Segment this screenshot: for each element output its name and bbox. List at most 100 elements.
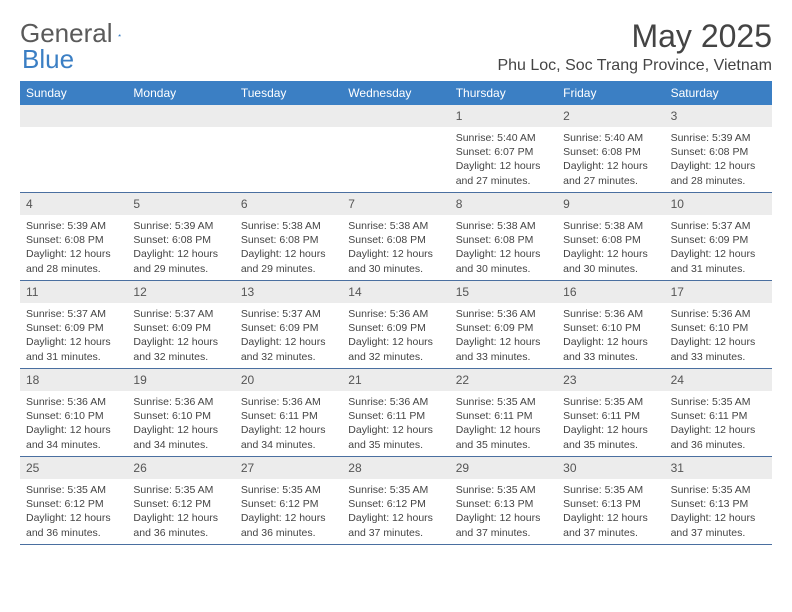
empty-cell bbox=[235, 105, 342, 193]
day-info: Sunrise: 5:37 AMSunset: 6:09 PMDaylight:… bbox=[235, 303, 342, 364]
weekday-wednesday: Wednesday bbox=[342, 81, 449, 105]
day-number: 24 bbox=[665, 369, 772, 391]
calendar-grid: 1Sunrise: 5:40 AMSunset: 6:07 PMDaylight… bbox=[20, 105, 772, 545]
day-number: 2 bbox=[557, 105, 664, 127]
day-info: Sunrise: 5:36 AMSunset: 6:10 PMDaylight:… bbox=[557, 303, 664, 364]
day-info: Sunrise: 5:36 AMSunset: 6:11 PMDaylight:… bbox=[342, 391, 449, 452]
day-info: Sunrise: 5:40 AMSunset: 6:07 PMDaylight:… bbox=[450, 127, 557, 188]
day-number-empty bbox=[342, 105, 449, 127]
day-number: 15 bbox=[450, 281, 557, 303]
weekday-monday: Monday bbox=[127, 81, 234, 105]
day-cell-4: 4Sunrise: 5:39 AMSunset: 6:08 PMDaylight… bbox=[20, 193, 127, 281]
day-number: 29 bbox=[450, 457, 557, 479]
day-cell-2: 2Sunrise: 5:40 AMSunset: 6:08 PMDaylight… bbox=[557, 105, 664, 193]
empty-cell bbox=[342, 105, 449, 193]
day-info: Sunrise: 5:36 AMSunset: 6:10 PMDaylight:… bbox=[127, 391, 234, 452]
day-number: 11 bbox=[20, 281, 127, 303]
day-cell-13: 13Sunrise: 5:37 AMSunset: 6:09 PMDayligh… bbox=[235, 281, 342, 369]
day-info: Sunrise: 5:39 AMSunset: 6:08 PMDaylight:… bbox=[20, 215, 127, 276]
day-number-empty bbox=[127, 105, 234, 127]
day-cell-28: 28Sunrise: 5:35 AMSunset: 6:12 PMDayligh… bbox=[342, 457, 449, 545]
location-subtitle: Phu Loc, Soc Trang Province, Vietnam bbox=[497, 57, 772, 75]
day-cell-8: 8Sunrise: 5:38 AMSunset: 6:08 PMDaylight… bbox=[450, 193, 557, 281]
empty-cell bbox=[127, 105, 234, 193]
day-cell-6: 6Sunrise: 5:38 AMSunset: 6:08 PMDaylight… bbox=[235, 193, 342, 281]
day-cell-27: 27Sunrise: 5:35 AMSunset: 6:12 PMDayligh… bbox=[235, 457, 342, 545]
day-number: 14 bbox=[342, 281, 449, 303]
day-cell-29: 29Sunrise: 5:35 AMSunset: 6:13 PMDayligh… bbox=[450, 457, 557, 545]
day-number: 20 bbox=[235, 369, 342, 391]
day-number: 30 bbox=[557, 457, 664, 479]
day-info: Sunrise: 5:36 AMSunset: 6:11 PMDaylight:… bbox=[235, 391, 342, 452]
day-number: 26 bbox=[127, 457, 234, 479]
day-cell-31: 31Sunrise: 5:35 AMSunset: 6:13 PMDayligh… bbox=[665, 457, 772, 545]
day-number: 7 bbox=[342, 193, 449, 215]
day-info: Sunrise: 5:38 AMSunset: 6:08 PMDaylight:… bbox=[450, 215, 557, 276]
day-info: Sunrise: 5:40 AMSunset: 6:08 PMDaylight:… bbox=[557, 127, 664, 188]
day-info: Sunrise: 5:37 AMSunset: 6:09 PMDaylight:… bbox=[665, 215, 772, 276]
weekday-header: SundayMondayTuesdayWednesdayThursdayFrid… bbox=[20, 81, 772, 105]
day-cell-21: 21Sunrise: 5:36 AMSunset: 6:11 PMDayligh… bbox=[342, 369, 449, 457]
day-info: Sunrise: 5:36 AMSunset: 6:10 PMDaylight:… bbox=[20, 391, 127, 452]
day-info: Sunrise: 5:35 AMSunset: 6:11 PMDaylight:… bbox=[450, 391, 557, 452]
day-number: 9 bbox=[557, 193, 664, 215]
day-info: Sunrise: 5:35 AMSunset: 6:13 PMDaylight:… bbox=[557, 479, 664, 540]
day-number: 5 bbox=[127, 193, 234, 215]
day-cell-5: 5Sunrise: 5:39 AMSunset: 6:08 PMDaylight… bbox=[127, 193, 234, 281]
day-number: 6 bbox=[235, 193, 342, 215]
day-info: Sunrise: 5:35 AMSunset: 6:11 PMDaylight:… bbox=[665, 391, 772, 452]
weekday-sunday: Sunday bbox=[20, 81, 127, 105]
day-cell-17: 17Sunrise: 5:36 AMSunset: 6:10 PMDayligh… bbox=[665, 281, 772, 369]
day-info: Sunrise: 5:35 AMSunset: 6:12 PMDaylight:… bbox=[20, 479, 127, 540]
day-cell-23: 23Sunrise: 5:35 AMSunset: 6:11 PMDayligh… bbox=[557, 369, 664, 457]
empty-cell bbox=[20, 105, 127, 193]
day-number: 21 bbox=[342, 369, 449, 391]
day-info: Sunrise: 5:35 AMSunset: 6:12 PMDaylight:… bbox=[127, 479, 234, 540]
day-cell-12: 12Sunrise: 5:37 AMSunset: 6:09 PMDayligh… bbox=[127, 281, 234, 369]
day-cell-26: 26Sunrise: 5:35 AMSunset: 6:12 PMDayligh… bbox=[127, 457, 234, 545]
day-number: 19 bbox=[127, 369, 234, 391]
day-info: Sunrise: 5:35 AMSunset: 6:11 PMDaylight:… bbox=[557, 391, 664, 452]
day-number: 28 bbox=[342, 457, 449, 479]
day-cell-16: 16Sunrise: 5:36 AMSunset: 6:10 PMDayligh… bbox=[557, 281, 664, 369]
weekday-saturday: Saturday bbox=[665, 81, 772, 105]
weekday-tuesday: Tuesday bbox=[235, 81, 342, 105]
day-info: Sunrise: 5:36 AMSunset: 6:10 PMDaylight:… bbox=[665, 303, 772, 364]
day-info: Sunrise: 5:37 AMSunset: 6:09 PMDaylight:… bbox=[127, 303, 234, 364]
day-cell-14: 14Sunrise: 5:36 AMSunset: 6:09 PMDayligh… bbox=[342, 281, 449, 369]
day-number: 16 bbox=[557, 281, 664, 303]
day-number: 10 bbox=[665, 193, 772, 215]
day-info: Sunrise: 5:36 AMSunset: 6:09 PMDaylight:… bbox=[450, 303, 557, 364]
day-number: 25 bbox=[20, 457, 127, 479]
day-cell-20: 20Sunrise: 5:36 AMSunset: 6:11 PMDayligh… bbox=[235, 369, 342, 457]
day-cell-22: 22Sunrise: 5:35 AMSunset: 6:11 PMDayligh… bbox=[450, 369, 557, 457]
day-cell-1: 1Sunrise: 5:40 AMSunset: 6:07 PMDaylight… bbox=[450, 105, 557, 193]
day-info: Sunrise: 5:39 AMSunset: 6:08 PMDaylight:… bbox=[665, 127, 772, 188]
day-cell-30: 30Sunrise: 5:35 AMSunset: 6:13 PMDayligh… bbox=[557, 457, 664, 545]
weekday-friday: Friday bbox=[557, 81, 664, 105]
title-block: May 2025 Phu Loc, Soc Trang Province, Vi… bbox=[497, 18, 772, 75]
logo-sail-icon bbox=[118, 26, 121, 44]
day-number: 8 bbox=[450, 193, 557, 215]
day-cell-15: 15Sunrise: 5:36 AMSunset: 6:09 PMDayligh… bbox=[450, 281, 557, 369]
day-info: Sunrise: 5:35 AMSunset: 6:13 PMDaylight:… bbox=[450, 479, 557, 540]
day-number: 23 bbox=[557, 369, 664, 391]
day-number-empty bbox=[20, 105, 127, 127]
day-cell-18: 18Sunrise: 5:36 AMSunset: 6:10 PMDayligh… bbox=[20, 369, 127, 457]
day-number: 22 bbox=[450, 369, 557, 391]
weekday-thursday: Thursday bbox=[450, 81, 557, 105]
day-number: 1 bbox=[450, 105, 557, 127]
day-number: 12 bbox=[127, 281, 234, 303]
day-cell-3: 3Sunrise: 5:39 AMSunset: 6:08 PMDaylight… bbox=[665, 105, 772, 193]
day-number: 4 bbox=[20, 193, 127, 215]
day-number: 31 bbox=[665, 457, 772, 479]
day-number: 27 bbox=[235, 457, 342, 479]
day-cell-24: 24Sunrise: 5:35 AMSunset: 6:11 PMDayligh… bbox=[665, 369, 772, 457]
day-info: Sunrise: 5:38 AMSunset: 6:08 PMDaylight:… bbox=[235, 215, 342, 276]
day-cell-9: 9Sunrise: 5:38 AMSunset: 6:08 PMDaylight… bbox=[557, 193, 664, 281]
day-cell-25: 25Sunrise: 5:35 AMSunset: 6:12 PMDayligh… bbox=[20, 457, 127, 545]
day-number: 17 bbox=[665, 281, 772, 303]
day-cell-7: 7Sunrise: 5:38 AMSunset: 6:08 PMDaylight… bbox=[342, 193, 449, 281]
day-info: Sunrise: 5:36 AMSunset: 6:09 PMDaylight:… bbox=[342, 303, 449, 364]
day-number: 3 bbox=[665, 105, 772, 127]
